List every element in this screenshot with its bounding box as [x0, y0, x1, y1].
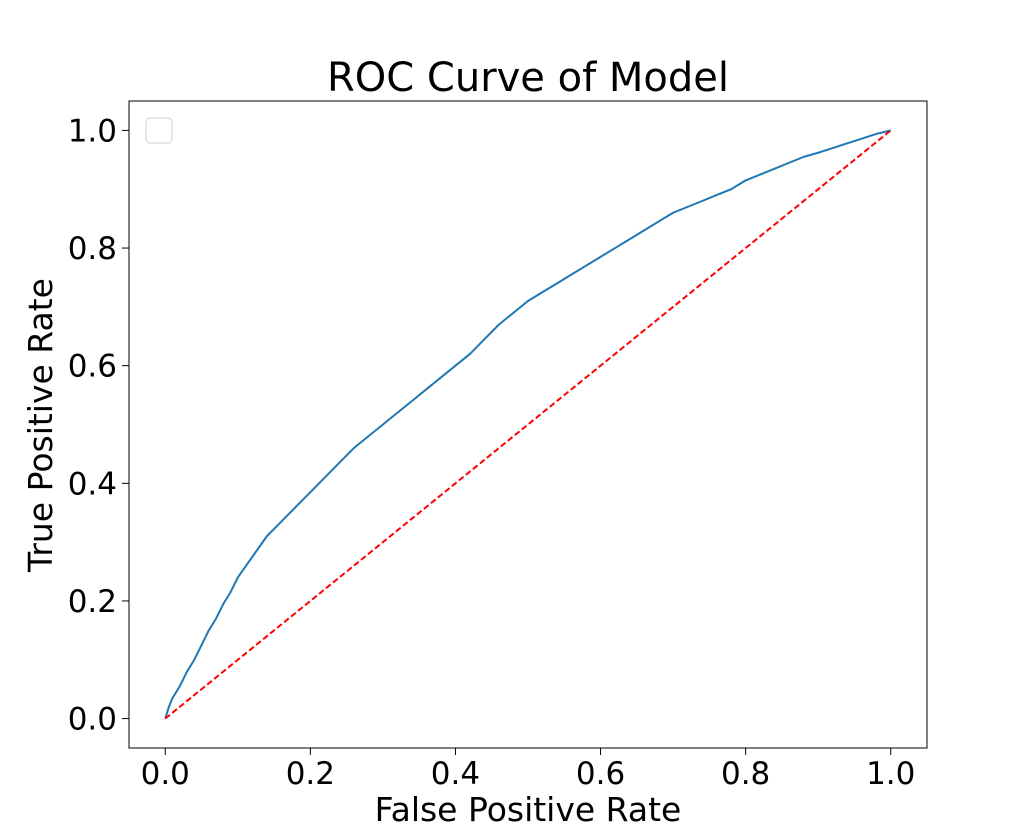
x-axis-label: False Positive Rate [375, 790, 682, 829]
y-axis-ticks: 0.0 0.2 0.4 0.6 0.8 1.0 [68, 113, 129, 738]
y-tick-label: 1.0 [68, 113, 117, 149]
plot-area [129, 101, 927, 748]
x-tick-label: 1.0 [866, 756, 915, 792]
y-tick-label: 0.6 [68, 349, 117, 385]
y-tick-label: 0.0 [68, 702, 117, 738]
y-tick-label: 0.8 [68, 231, 117, 267]
series-1-chance-line [164, 129, 892, 720]
x-tick-label: 0.2 [286, 756, 335, 792]
x-tick-label: 0.8 [721, 756, 770, 792]
series-0-roc-curve [164, 129, 891, 719]
x-tick-label: 0.0 [141, 756, 190, 792]
x-tick-label: 0.6 [576, 756, 625, 792]
x-axis-ticks: 0.0 0.2 0.4 0.6 0.8 1.0 [141, 748, 915, 792]
legend-box [145, 117, 173, 144]
y-tick-label: 0.2 [68, 584, 117, 620]
y-axis-label: True Positive Rate [21, 278, 60, 573]
x-tick-label: 0.4 [431, 756, 480, 792]
plot-frame [128, 100, 928, 749]
y-tick-label: 0.4 [68, 466, 117, 502]
chart-title: ROC Curve of Model [327, 55, 729, 101]
series-layer [164, 129, 892, 720]
